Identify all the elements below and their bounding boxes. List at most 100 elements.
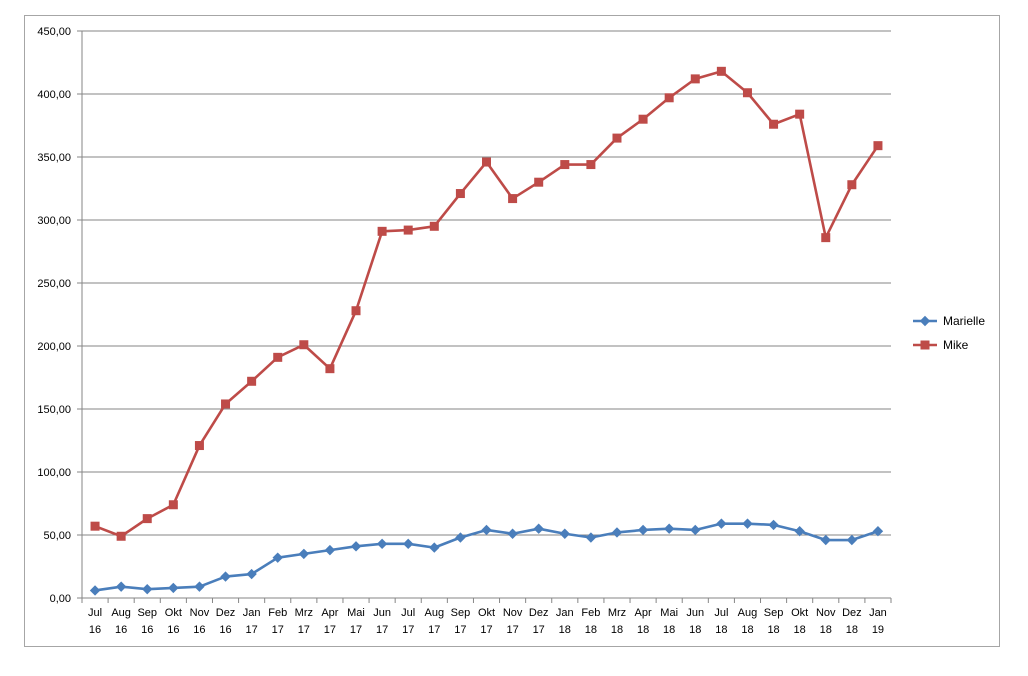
x-tick-label-month: Dez [216,607,236,619]
y-tick-label: 150,00 [37,404,71,416]
legend-marker-marielle [919,315,931,327]
x-tick-label-month: Sep [764,607,784,619]
series-mike [90,66,883,541]
y-tick-label: 0,00 [50,593,71,605]
x-tick-label-year: 18 [820,624,832,636]
data-point-mike [247,376,257,386]
data-point-mike [534,177,544,187]
x-tick-label-year: 17 [324,624,336,636]
x-tick-label-month: Jul [88,607,102,619]
x-tick-label-year: 17 [298,624,310,636]
x-tick-label-month: Nov [190,607,210,619]
x-tick-label-year: 17 [506,624,518,636]
x-tick-label-year: 17 [272,624,284,636]
data-point-marielle [690,524,701,536]
data-point-marielle [585,532,597,543]
x-tick-label-month: Okt [165,607,182,619]
x-tick-label-month: Feb [268,607,287,619]
data-point-mike [299,340,309,350]
y-tick-label: 300,00 [37,215,71,227]
x-tick-label-month: Mrz [608,607,626,619]
data-point-marielle [533,523,544,534]
data-point-marielle [559,528,570,539]
x-tick-label-year: 17 [376,624,388,636]
x-tick-label-month: Jan [556,607,574,619]
y-tick-label: 400,00 [37,89,71,101]
data-point-mike [455,189,465,199]
legend-label-mike: Mike [943,338,969,352]
x-tick-label-year: 16 [115,624,127,636]
data-point-mike [377,226,387,236]
data-point-marielle [298,548,310,560]
data-point-marielle [350,541,362,552]
data-point-mike [142,514,152,524]
legend-label-marielle: Marielle [943,314,985,328]
series-layer [89,66,884,596]
x-tick-label-month: Apr [635,607,652,619]
legend: Marielle Mike [913,314,985,352]
data-point-mike [560,160,570,170]
x-tick-label-year: 17 [402,624,414,636]
x-tick-label-year: 16 [89,624,101,636]
y-tick-label: 100,00 [37,467,71,479]
data-point-mike [586,160,596,170]
data-point-marielle [89,585,101,596]
data-point-marielle [742,518,753,529]
data-point-mike [325,364,335,374]
data-point-mike [273,352,283,362]
data-point-mike [873,141,883,151]
data-point-mike [769,119,779,129]
x-tick-label-year: 18 [637,624,649,636]
x-tick-label-month: Aug [738,607,758,619]
x-tick-label-month: Nov [816,607,836,619]
x-tick-label-month: Jan [869,607,887,619]
x-tick-label-month: Dez [529,607,549,619]
x-tick-label-month: Mai [347,607,365,619]
x-tick-label-month: Jul [401,607,415,619]
data-point-marielle [220,571,231,582]
y-tick-label: 50,00 [43,530,71,542]
x-tick-label-year: 18 [559,624,571,636]
data-point-mike [482,157,491,167]
data-point-mike [194,441,204,451]
x-tick-label-year: 18 [767,624,779,636]
y-tick-label: 450,00 [37,26,71,38]
legend-item-marielle: Marielle [913,314,985,328]
data-point-mike [90,521,100,531]
y-tick-label: 250,00 [37,278,71,290]
x-tick-label-month: Dez [842,607,862,619]
x-tick-label-year: 18 [689,624,701,636]
data-point-marielle [637,524,649,536]
y-axis-tick-labels: 0,00 50,00 100,00 150,00 200,00 250,00 300,00 3… [37,26,71,605]
data-point-mike [795,109,805,119]
x-tick-label-year: 16 [219,624,231,636]
x-tick-label-month: Jun [373,607,391,619]
data-point-marielle [142,583,153,595]
x-tick-label-year: 18 [611,624,623,636]
data-point-mike [116,531,126,541]
x-tick-label-year: 17 [246,624,258,636]
data-point-marielle [507,528,518,539]
gridlines [82,30,891,536]
x-tick-label-year: 17 [454,624,466,636]
x-tick-label-month: Feb [581,607,600,619]
x-tick-label-year: 16 [193,624,205,636]
data-point-marielle [481,524,492,536]
data-point-mike [847,180,857,190]
x-tick-label-month: Aug [425,607,445,619]
x-tick-label-year: 18 [663,624,675,636]
data-point-marielle [611,527,623,538]
x-tick-label-year: 16 [141,624,153,636]
data-point-marielle [663,523,675,534]
x-tick-label-month: Apr [321,607,338,619]
x-tick-label-year: 19 [872,624,884,636]
x-tick-label-year: 18 [741,624,753,636]
data-point-marielle [872,526,884,537]
y-tick-label: 350,00 [37,152,71,164]
x-tick-label-year: 17 [350,624,362,636]
data-point-mike [742,88,752,98]
chart-frame: 0,00 50,00 100,00 150,00 200,00 250,00 300,00 3… [24,15,1000,647]
x-tick-label-month: Jun [686,607,704,619]
data-point-marielle [168,582,179,594]
x-tick-label-month: Okt [478,607,495,619]
